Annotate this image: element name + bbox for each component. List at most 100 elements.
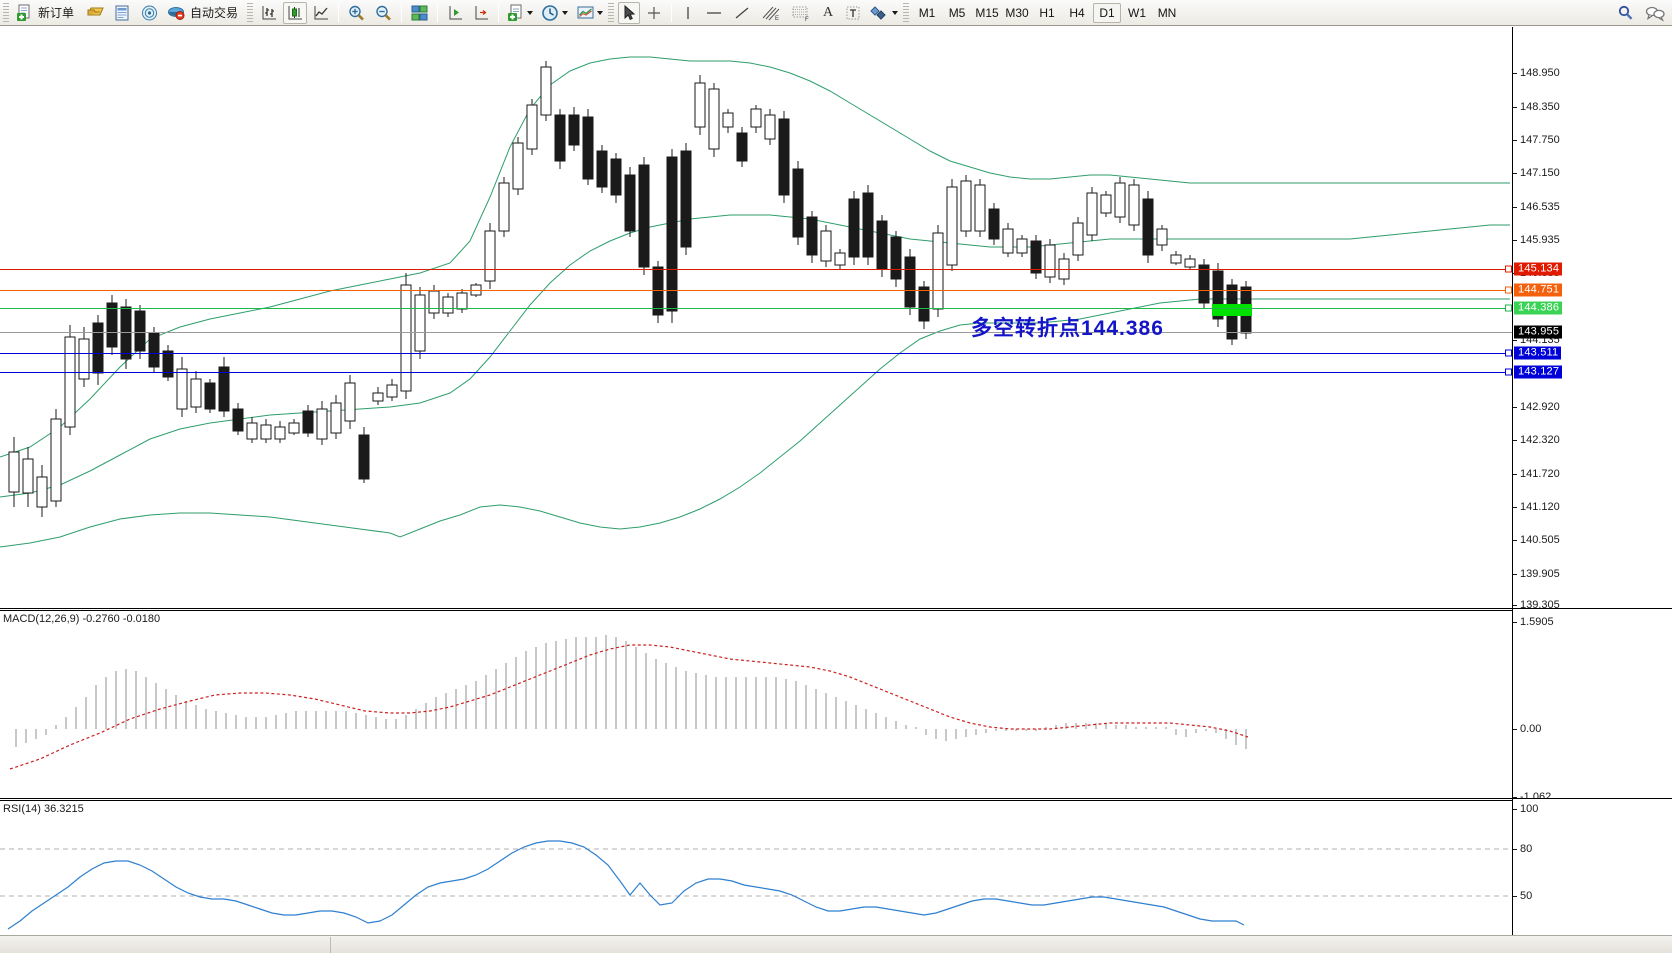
price-tag-support-1[interactable]: 143.511	[1514, 346, 1562, 360]
price-scale[interactable]: 148.950 148.350 147.750 147.150 146.535 …	[1512, 27, 1672, 611]
toolbar-grip-3[interactable]	[608, 2, 615, 23]
chart-autoscroll-icon	[475, 5, 489, 19]
level-nub-resistance-2[interactable]	[1505, 286, 1512, 294]
timeframe-m30[interactable]: M30	[1005, 5, 1029, 20]
macd-signal-line	[9, 644, 1249, 770]
price-tag-resistance-1[interactable]: 145.134	[1514, 262, 1563, 276]
fibonacci-button[interactable]: F	[787, 2, 815, 24]
autotrading-button[interactable]: 自动交易	[164, 2, 245, 24]
macd-tick: 0.00	[1513, 723, 1541, 735]
rsi-scale[interactable]: 100 80 50 15 0	[1512, 799, 1672, 953]
periods-button[interactable]	[538, 2, 571, 24]
toolbar-grip-4[interactable]	[903, 2, 910, 23]
timeframe-w1[interactable]: W1	[1128, 5, 1147, 20]
price-tag-support-2[interactable]: 143.127	[1514, 365, 1563, 379]
macd-scale[interactable]: 1.5905 0.00 -1.062	[1512, 609, 1672, 803]
bar-chart-button[interactable]	[257, 2, 281, 24]
toolbar-grip-2[interactable]	[247, 2, 254, 23]
autotrading-icon	[168, 6, 185, 20]
chevron-down-icon-3[interactable]	[597, 10, 604, 15]
trendline-button[interactable]	[729, 2, 755, 24]
price-tag-pivot[interactable]: 144.386	[1514, 301, 1563, 315]
crosshair-button[interactable]	[642, 2, 666, 24]
shapes-button[interactable]	[867, 2, 901, 24]
candlestick-chart-button[interactable]	[283, 1, 308, 24]
fibonacci-icon: F	[792, 6, 809, 22]
chat-button[interactable]	[1641, 2, 1669, 24]
horizontal-line-button[interactable]	[701, 2, 727, 24]
vertical-line-icon	[687, 6, 689, 19]
level-line-support-1[interactable]	[0, 353, 1512, 354]
rsi-indicator-label[interactable]: RSI(14) 36.3215	[3, 803, 84, 815]
tile-windows-button[interactable]	[407, 2, 432, 24]
shapes-icon	[870, 5, 886, 20]
chevron-down-icon-2[interactable]	[562, 10, 569, 15]
cursor-button[interactable]	[618, 1, 641, 24]
text-button[interactable]: A	[817, 2, 839, 24]
level-nub-resistance-1[interactable]	[1505, 265, 1512, 273]
level-nub-pivot[interactable]	[1505, 304, 1512, 312]
chart-autoscroll-button[interactable]	[469, 2, 493, 24]
zoom-in-icon	[349, 5, 364, 21]
level-line-resistance-1[interactable]	[0, 269, 1512, 270]
price-tick: 141.120	[1513, 501, 1560, 513]
chart-window[interactable]: GBPJPY-,Daily 144.733 144.865 143.764 14…	[0, 26, 1672, 953]
new-order-button[interactable]: 新订单	[13, 2, 81, 24]
market-watch-button[interactable]	[110, 2, 135, 24]
timeframe-m5[interactable]: M5	[948, 5, 966, 20]
rsi-plot	[0, 840, 1512, 943]
macd-plot	[9, 635, 1249, 770]
text-label-button[interactable]	[841, 2, 865, 24]
chevron-down-icon-4[interactable]	[892, 10, 899, 15]
status-cell-1	[0, 937, 330, 953]
price-tick: 146.535	[1513, 201, 1560, 213]
level-line-resistance-2[interactable]	[0, 290, 1512, 291]
data-window-button[interactable]	[137, 2, 162, 24]
timeframe-mn[interactable]: MN	[1157, 5, 1177, 20]
crosshair-icon	[648, 6, 661, 19]
toolbar-grip[interactable]	[3, 2, 9, 23]
vertical-line-button[interactable]	[677, 2, 699, 24]
toolbar-separator-4	[498, 3, 500, 22]
price-tick: 140.505	[1513, 534, 1560, 546]
profiles-button[interactable]	[83, 2, 108, 24]
rsi-tick: 100	[1513, 803, 1538, 815]
chart-annotation-text[interactable]: 多空转折点144.386	[971, 317, 1164, 340]
level-line-pivot[interactable]	[0, 308, 1512, 309]
timeframe-m15[interactable]: M15	[975, 5, 999, 20]
rsi-pane-divider	[0, 800, 1672, 801]
chart-shift-icon	[449, 5, 463, 19]
timeframe-m1[interactable]: M1	[918, 5, 936, 20]
timeframe-h4[interactable]: H4	[1069, 5, 1085, 20]
equidistant-channel-button[interactable]: E	[757, 2, 785, 24]
price-tag-resistance-2[interactable]: 144.751	[1514, 283, 1563, 297]
line-chart-button[interactable]	[309, 2, 333, 24]
horizontal-line-icon	[707, 11, 722, 14]
macd-pane[interactable]: MACD(12,26,9) -0.2760 -0.0180	[0, 608, 1672, 803]
zoom-in-button[interactable]	[344, 2, 369, 24]
templates-button[interactable]	[573, 2, 606, 24]
timeframe-d1[interactable]: D1	[1093, 2, 1122, 23]
price-tick: 148.350	[1513, 101, 1560, 113]
level-line-support-2[interactable]	[0, 372, 1512, 373]
price-pane[interactable]: 多空转折点144.386 148.950 148.350 147.750 147…	[0, 27, 1672, 611]
level-line-last-price	[0, 332, 1512, 333]
search-button[interactable]	[1613, 2, 1639, 24]
svg-text:E: E	[775, 16, 779, 22]
chevron-down-icon[interactable]	[527, 10, 534, 15]
timeframe-h1[interactable]: H1	[1039, 5, 1055, 20]
macd-tick: 1.5905	[1513, 616, 1554, 628]
level-nub-support-2[interactable]	[1505, 368, 1512, 376]
zoom-out-button[interactable]	[371, 2, 396, 24]
chart-shift-button[interactable]	[443, 2, 467, 24]
toolbar-separator-3	[437, 3, 439, 22]
rsi-pane[interactable]: RSI(14) 36.3215 100 80 50 15 0	[0, 798, 1672, 953]
macd-indicator-label[interactable]: MACD(12,26,9) -0.2760 -0.0180	[3, 613, 161, 625]
bar-chart-icon	[262, 5, 277, 19]
rsi-line	[7, 840, 1245, 930]
rsi-level-lines	[0, 848, 1512, 943]
level-nub-support-1[interactable]	[1505, 349, 1512, 357]
indicators-button[interactable]	[504, 2, 536, 24]
svg-text:F: F	[805, 17, 809, 22]
status-cell-2	[330, 936, 1672, 953]
